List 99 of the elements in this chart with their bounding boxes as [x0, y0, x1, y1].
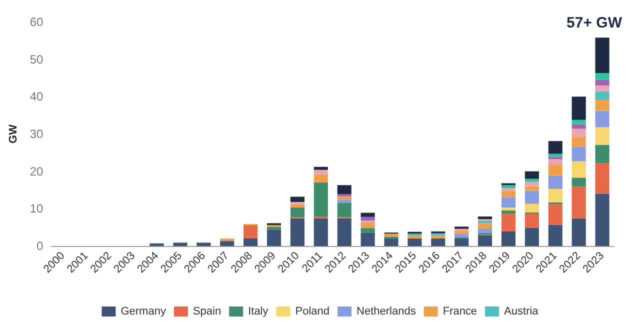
bar — [478, 216, 492, 220]
bar — [501, 197, 516, 208]
bar — [290, 208, 304, 218]
bar — [150, 243, 164, 246]
bar — [360, 228, 375, 233]
bar — [572, 161, 586, 178]
y-axis-title: GW — [8, 124, 20, 144]
y-tick-label: 10 — [30, 202, 44, 216]
bar — [595, 80, 610, 86]
bar — [524, 204, 539, 212]
bar — [501, 191, 516, 198]
bar — [408, 236, 422, 239]
bar — [173, 242, 188, 246]
bar — [384, 234, 398, 237]
bar — [501, 188, 516, 192]
bar — [454, 230, 469, 234]
bar — [478, 235, 492, 246]
bar — [220, 241, 234, 246]
bar — [454, 238, 469, 246]
bar — [572, 178, 586, 187]
bar — [290, 218, 304, 246]
bar — [244, 238, 258, 246]
bar — [337, 200, 352, 203]
legend-label: Germany — [120, 306, 166, 318]
bar — [337, 202, 352, 218]
bar — [314, 218, 328, 246]
bar — [572, 124, 586, 129]
bar — [524, 182, 539, 186]
bar — [524, 228, 539, 246]
bar — [595, 91, 610, 100]
bar — [548, 204, 562, 225]
bar — [360, 222, 375, 228]
bar — [524, 171, 539, 179]
bar — [290, 204, 304, 208]
bar — [572, 218, 586, 246]
y-tick-label: 60 — [30, 15, 44, 29]
legend-label: Netherlands — [356, 306, 416, 318]
bar — [337, 185, 352, 194]
bar — [290, 196, 304, 202]
bar — [595, 127, 610, 145]
bar — [524, 214, 539, 228]
bar — [595, 163, 610, 194]
bar — [314, 166, 328, 170]
bar — [548, 154, 562, 157]
annotation: 57+ GW — [566, 14, 623, 32]
legend-label: France — [442, 306, 478, 318]
bar — [337, 218, 352, 246]
bar — [548, 188, 562, 202]
bar — [478, 228, 492, 233]
bar — [595, 100, 610, 111]
bar — [572, 128, 586, 137]
legend-label: Spain — [192, 306, 222, 318]
bar — [314, 174, 328, 183]
bar — [501, 231, 516, 246]
bar — [266, 230, 282, 246]
bar — [572, 136, 586, 147]
bar — [595, 144, 610, 164]
bar — [572, 96, 586, 120]
bar — [548, 164, 562, 176]
bar — [266, 226, 282, 230]
bar — [454, 234, 469, 238]
bar — [501, 185, 516, 188]
bar — [314, 182, 328, 217]
y-tick-label: 50 — [30, 52, 44, 66]
bar — [244, 225, 258, 239]
bar — [548, 176, 562, 189]
bar — [595, 73, 610, 80]
bar — [595, 194, 610, 246]
legend-label: Poland — [295, 306, 330, 318]
bar — [501, 214, 516, 232]
bar — [524, 190, 539, 204]
legend-label: Austria — [504, 306, 540, 318]
bar — [431, 238, 446, 246]
bar — [196, 242, 211, 246]
bar — [360, 216, 375, 221]
bar — [595, 110, 610, 128]
bar — [478, 223, 492, 228]
bar — [595, 38, 610, 74]
bar — [360, 212, 375, 217]
bar — [572, 186, 586, 218]
bar — [431, 236, 446, 239]
bar — [548, 141, 562, 154]
bar — [501, 210, 516, 214]
bar — [501, 208, 516, 211]
y-tick-label: 20 — [30, 164, 44, 178]
bar — [360, 232, 375, 246]
legend-label: Italy — [248, 306, 269, 318]
y-tick-label: 30 — [30, 127, 44, 141]
y-tick-label: 0 — [36, 239, 44, 253]
bar — [408, 238, 422, 246]
bar — [595, 85, 610, 92]
bar — [548, 159, 562, 165]
bar — [572, 120, 586, 124]
bar — [524, 178, 539, 182]
bar — [384, 238, 398, 246]
bar — [314, 170, 328, 174]
bar — [572, 146, 586, 162]
y-tick-label: 40 — [30, 90, 44, 104]
bar — [548, 224, 562, 246]
